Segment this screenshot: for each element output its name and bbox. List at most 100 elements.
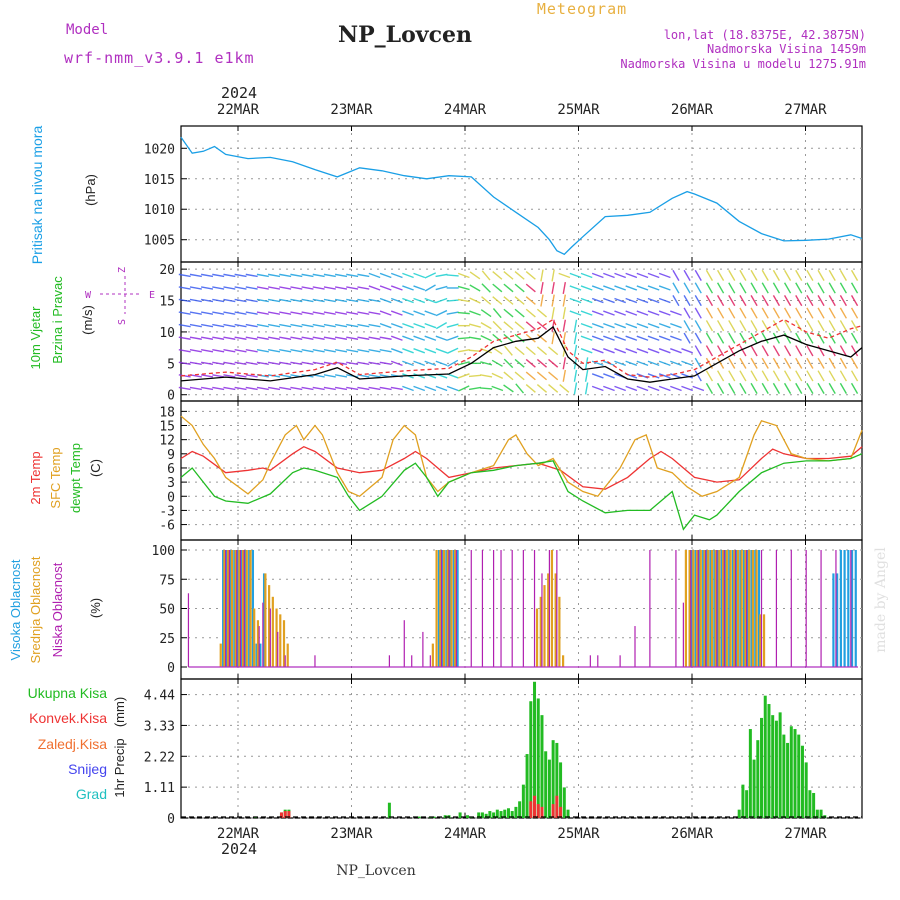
wind-arrow	[223, 323, 236, 328]
wind-arrow	[569, 285, 582, 291]
wind-arrow	[268, 349, 281, 353]
wind-arrow	[492, 308, 502, 319]
wind-arrow	[551, 307, 555, 320]
bar-niska-oblacnost	[187, 593, 190, 667]
panel-frame	[180, 261, 863, 402]
wind-arrow	[795, 269, 803, 281]
wind-arrow	[839, 269, 847, 281]
wind-arrow	[201, 349, 214, 353]
pressure-label-main: Pritisak na nivou mora	[29, 126, 45, 265]
wind-arrow	[750, 269, 758, 281]
wind-arrow	[750, 320, 758, 332]
wind-arrow	[290, 273, 303, 278]
bar-visoka-oblacnost	[854, 550, 857, 667]
tick-label-y: -3	[159, 504, 175, 519]
tick-label-y: 0	[167, 812, 175, 827]
bar-ukupna-kisa	[745, 790, 749, 818]
wind-arrow	[457, 311, 470, 315]
wind-arrow	[514, 346, 525, 356]
wind-arrow	[424, 322, 437, 329]
wind-arrow	[201, 273, 214, 278]
bar-visoka-oblacnost	[839, 550, 842, 667]
wind-arrow	[551, 294, 555, 307]
wind-arrow	[636, 322, 649, 329]
wind-arrow	[178, 286, 191, 290]
wind-arrow	[573, 319, 578, 332]
bar-niska-oblacnost	[690, 550, 692, 667]
bar-visoka-oblacnost	[456, 550, 459, 667]
wind-arrow	[447, 359, 459, 367]
bar-visoka-oblacnost	[750, 550, 753, 667]
wind-arrow	[334, 374, 348, 378]
wind-arrow	[739, 294, 747, 307]
wind-arrow	[334, 336, 348, 340]
wind-arrow	[705, 370, 714, 382]
wind-arrow	[772, 307, 781, 319]
wind-arrow	[390, 285, 403, 291]
wind-arrow	[806, 307, 814, 319]
bar-ukupna-kisa	[480, 812, 484, 818]
bar-visoka-oblacnost	[843, 550, 846, 667]
bar-srednja-oblacnost	[699, 550, 702, 667]
bar-srednja-oblacnost	[684, 550, 687, 667]
wind-arrow	[503, 333, 514, 343]
date-top-22mar: 22MAR	[217, 102, 260, 118]
bar-ukupna-kisa	[525, 754, 529, 818]
bar-srednja-oblacnost	[219, 643, 222, 667]
wind-arrow	[492, 320, 503, 331]
bar-srednja-oblacnost	[710, 550, 714, 667]
wind-arrow	[491, 346, 503, 355]
wind-label-unit: (m/s)	[80, 305, 95, 335]
bar-srednja-oblacnost	[692, 550, 695, 667]
wind-arrow	[368, 298, 381, 303]
bar-ukupna-kisa	[432, 816, 436, 818]
wind-arrow	[705, 282, 714, 294]
wind-arrow	[806, 320, 814, 332]
bar-visoka-oblacnost	[728, 550, 731, 667]
wind-arrow	[772, 357, 781, 369]
series-line-dewpt-temp	[180, 453, 863, 531]
wind-arrow	[694, 320, 702, 332]
wind-arrow	[614, 297, 626, 304]
bar-konvek-kisa	[287, 811, 291, 818]
wind-arrow	[739, 269, 747, 281]
bar-niska-oblacnost	[314, 655, 316, 667]
date-top-26mar: 26MAR	[671, 102, 714, 118]
wind-arrow	[573, 369, 578, 382]
wind-arrow	[323, 286, 336, 290]
wind-arrow	[806, 269, 814, 281]
bar-niska-oblacnost	[500, 550, 502, 667]
wind-arrow	[234, 298, 247, 303]
wind-arrow	[705, 382, 714, 394]
bar-niska-oblacnost	[634, 626, 636, 667]
wind-arrow	[839, 307, 847, 319]
wind-arrow	[558, 272, 571, 279]
wind-arrow	[772, 332, 781, 344]
wind-arrow	[705, 307, 714, 319]
wind-arrow	[469, 310, 481, 316]
wind-arrow	[739, 382, 747, 394]
wind-arrow	[658, 373, 671, 379]
wind-arrow	[536, 333, 548, 343]
bar-srednja-oblacnost	[755, 550, 758, 667]
wind-arrow	[647, 297, 660, 304]
bar-ukupna-kisa	[514, 806, 518, 818]
wind-arrow	[670, 335, 682, 341]
bar-niska-oblacnost	[541, 573, 543, 667]
bar-ukupna-kisa	[562, 787, 566, 818]
wind-arrow	[562, 307, 567, 320]
wind-arrow	[268, 298, 281, 303]
wind-arrow	[750, 294, 758, 307]
wind-arrow	[457, 298, 470, 303]
temp-label-unit: (C)	[88, 459, 103, 477]
bar-srednja-oblacnost	[695, 550, 699, 667]
wind-arrow	[806, 332, 814, 344]
wind-arrow	[750, 332, 758, 344]
wind-arrow	[525, 346, 536, 356]
bar-niska-oblacnost	[705, 550, 707, 667]
bar-niska-oblacnost	[388, 655, 390, 667]
wind-arrow	[334, 273, 348, 278]
bar-srednja-oblacnost	[442, 550, 446, 667]
wind-arrow	[850, 345, 859, 357]
